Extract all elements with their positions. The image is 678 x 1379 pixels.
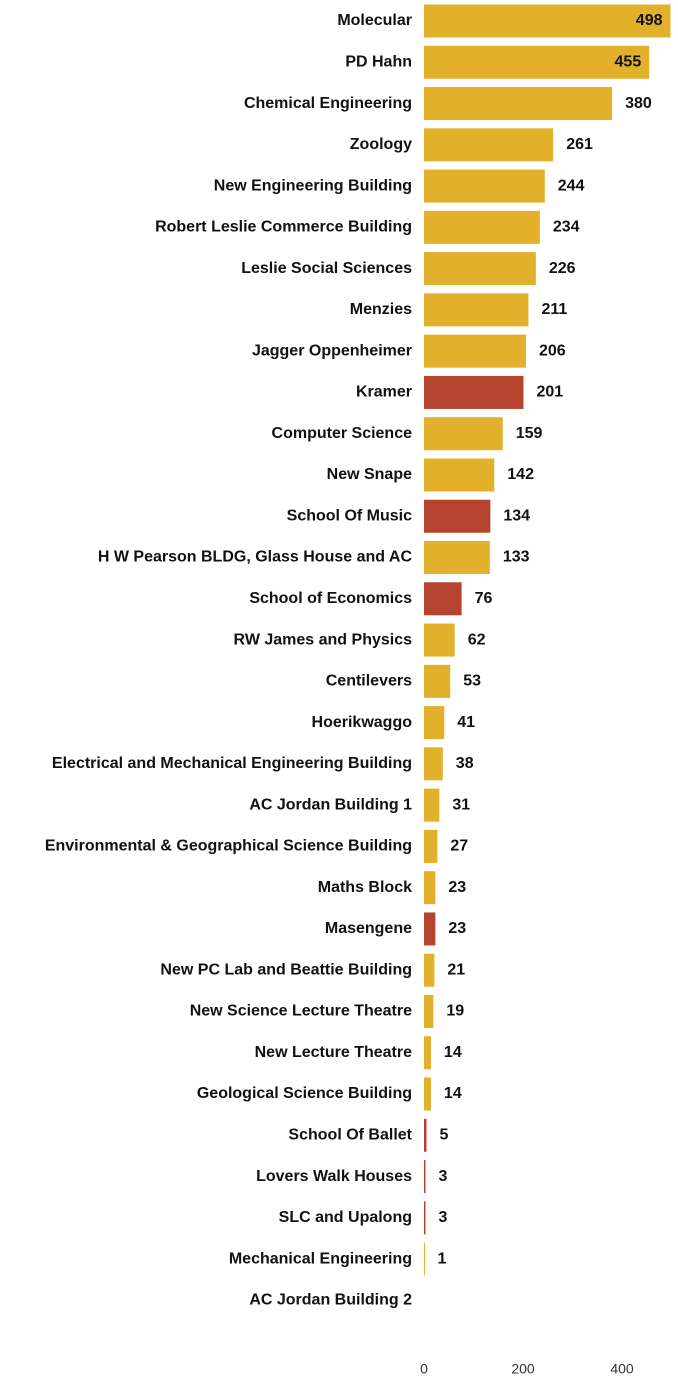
category-label: Lovers Walk Houses bbox=[256, 1168, 412, 1185]
value-label: 19 bbox=[446, 1003, 464, 1020]
value-label: 3 bbox=[438, 1168, 447, 1185]
category-label: Molecular bbox=[337, 12, 412, 29]
value-label: 76 bbox=[475, 590, 493, 607]
bar bbox=[424, 623, 455, 657]
bar bbox=[424, 953, 435, 987]
bar bbox=[424, 458, 495, 492]
category-label: Maths Block bbox=[318, 879, 412, 896]
bar bbox=[424, 871, 436, 905]
category-label: Electrical and Mechanical Engineering Bu… bbox=[52, 755, 412, 772]
bar bbox=[424, 87, 613, 121]
bar bbox=[424, 45, 650, 79]
bar bbox=[424, 1077, 431, 1111]
category-label: New PC Lab and Beattie Building bbox=[160, 961, 412, 978]
category-label: School Of Music bbox=[287, 507, 412, 524]
value-label: 498 bbox=[636, 12, 663, 29]
category-label: Mechanical Engineering bbox=[229, 1250, 412, 1267]
category-label: H W Pearson BLDG, Glass House and AC bbox=[98, 549, 413, 566]
bar bbox=[424, 1036, 431, 1070]
category-label: School Of Ballet bbox=[288, 1127, 412, 1144]
bar bbox=[424, 4, 671, 38]
category-label: Environmental & Geographical Science Bui… bbox=[45, 838, 412, 855]
value-label: 134 bbox=[503, 507, 530, 524]
value-label: 21 bbox=[447, 961, 465, 978]
bar bbox=[424, 334, 526, 368]
bar bbox=[424, 375, 524, 409]
category-label: Masengene bbox=[325, 920, 412, 937]
bar bbox=[424, 582, 462, 616]
bar bbox=[424, 1118, 427, 1152]
bar bbox=[424, 1242, 425, 1276]
category-label: Menzies bbox=[350, 301, 412, 318]
category-label: School of Economics bbox=[249, 590, 412, 607]
value-label: 133 bbox=[503, 549, 530, 566]
category-label: RW James and Physics bbox=[234, 631, 413, 648]
category-label: New Snape bbox=[327, 466, 412, 483]
category-label: New Lecture Theatre bbox=[255, 1044, 412, 1061]
bar bbox=[424, 912, 436, 946]
value-label: 41 bbox=[457, 714, 475, 731]
value-label: 53 bbox=[463, 673, 481, 690]
bar bbox=[424, 747, 443, 781]
bar bbox=[424, 788, 440, 822]
value-label: 159 bbox=[516, 425, 543, 442]
category-label: Computer Science bbox=[272, 425, 413, 442]
value-label: 244 bbox=[558, 177, 585, 194]
value-label: 5 bbox=[439, 1127, 448, 1144]
value-label: 226 bbox=[549, 260, 576, 277]
category-label: Zoology bbox=[350, 136, 412, 153]
category-label: New Engineering Building bbox=[214, 177, 412, 194]
category-label: Robert Leslie Commerce Building bbox=[155, 219, 412, 236]
bar bbox=[424, 128, 554, 162]
value-label: 38 bbox=[456, 755, 474, 772]
bar bbox=[424, 706, 445, 740]
category-label: Hoerikwaggo bbox=[312, 714, 413, 731]
bar bbox=[424, 664, 451, 698]
bar bbox=[424, 499, 491, 533]
category-label: Chemical Engineering bbox=[244, 95, 412, 112]
category-label: Jagger Oppenheimer bbox=[252, 342, 412, 359]
bar bbox=[424, 994, 434, 1028]
x-tick-label: 0 bbox=[420, 1361, 428, 1377]
bar bbox=[424, 1201, 426, 1235]
bar bbox=[424, 293, 529, 327]
x-tick-label: 400 bbox=[610, 1361, 634, 1377]
value-label: 261 bbox=[566, 136, 593, 153]
value-label: 455 bbox=[615, 53, 642, 70]
bar bbox=[424, 169, 545, 203]
category-label: New Science Lecture Theatre bbox=[190, 1003, 412, 1020]
value-label: 14 bbox=[444, 1044, 462, 1061]
value-label: 142 bbox=[507, 466, 534, 483]
value-label: 380 bbox=[625, 95, 652, 112]
bar bbox=[424, 1160, 426, 1194]
category-label: PD Hahn bbox=[345, 53, 412, 70]
value-label: 3 bbox=[438, 1209, 447, 1226]
category-label: AC Jordan Building 2 bbox=[249, 1292, 412, 1309]
category-label: Leslie Social Sciences bbox=[241, 260, 412, 277]
value-label: 201 bbox=[536, 384, 563, 401]
bar bbox=[424, 252, 536, 286]
category-label: Centilevers bbox=[326, 673, 412, 690]
value-label: 14 bbox=[444, 1085, 462, 1102]
bar bbox=[424, 829, 438, 863]
value-label: 31 bbox=[452, 796, 470, 813]
category-label: Geological Science Building bbox=[197, 1085, 412, 1102]
value-label: 206 bbox=[539, 342, 566, 359]
value-label: 1 bbox=[437, 1250, 446, 1267]
value-label: 27 bbox=[450, 838, 468, 855]
value-label: 62 bbox=[468, 631, 486, 648]
x-tick-label: 200 bbox=[511, 1361, 535, 1377]
value-label: 23 bbox=[448, 920, 466, 937]
value-label: 211 bbox=[541, 301, 567, 318]
value-label: 23 bbox=[448, 879, 466, 896]
bar bbox=[424, 210, 540, 244]
value-label: 234 bbox=[553, 219, 580, 236]
bar bbox=[424, 541, 490, 575]
bar bbox=[424, 417, 503, 451]
category-label: Kramer bbox=[356, 384, 412, 401]
category-label: AC Jordan Building 1 bbox=[249, 796, 412, 813]
category-label: SLC and Upalong bbox=[279, 1209, 412, 1226]
